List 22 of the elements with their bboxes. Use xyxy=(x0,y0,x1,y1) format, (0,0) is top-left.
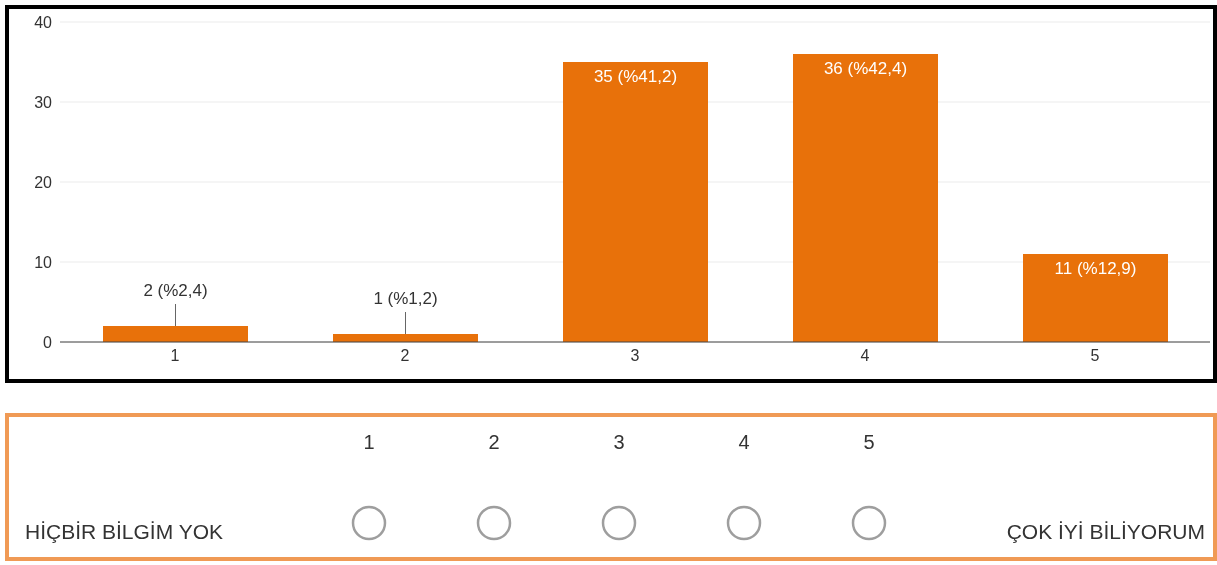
data-label: 1 (%1,2) xyxy=(373,289,438,308)
radio-option: 3 xyxy=(601,431,637,541)
radio-option: 4 xyxy=(726,431,762,541)
y-tick-label: 0 xyxy=(43,333,53,351)
y-tick-label: 30 xyxy=(34,93,53,111)
data-label: 11 (%12,9) xyxy=(1054,259,1137,278)
x-tick-label: 1 xyxy=(170,347,180,365)
text: ÇOK İYİ BİLİYORUM xyxy=(1006,520,1205,544)
x-tick-label: 3 xyxy=(630,347,640,365)
text: HİÇBİR BİLGİM YOK xyxy=(25,520,223,544)
data-label: 36 (%42,4) xyxy=(823,59,908,78)
radio-option: 1 xyxy=(351,431,387,541)
data-label: 2 (%2,4) xyxy=(143,281,208,300)
radio-option: 2 xyxy=(476,431,512,541)
x-tick-label: 5 xyxy=(1090,347,1100,365)
y-tick-label: 10 xyxy=(34,253,53,271)
x-tick-label: 4 xyxy=(860,347,870,365)
data-label: 35 (%41,2) xyxy=(593,67,678,86)
y-tick-label: 20 xyxy=(34,173,53,191)
x-tick-label: 2 xyxy=(400,347,410,365)
y-tick-label: 40 xyxy=(34,13,53,31)
radio-option: 5 xyxy=(851,431,887,541)
